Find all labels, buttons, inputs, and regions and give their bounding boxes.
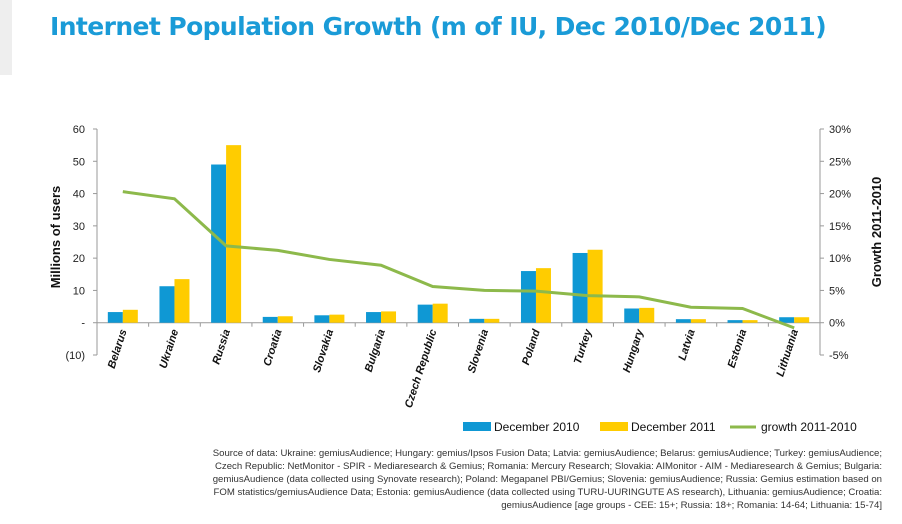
bar-croatia-2011 [277,316,293,323]
category-label: Latvia [677,328,698,362]
bar-estonia-2011 [742,320,758,323]
page-title: Internet Population Growth (m of IU, Dec… [50,12,827,41]
side-strip [0,0,12,75]
bar-latvia-2011 [690,319,706,323]
y2-tick-label: 30% [829,124,851,136]
y-tick-label: 60 [73,124,85,136]
bar-czech-republic-2010 [417,304,433,323]
category-label: Poland [520,328,543,367]
category-label: Hungary [621,327,646,374]
y2-tick-label: -5% [829,350,849,362]
bar-lithuania-2011 [794,317,810,323]
category-label: Slovenia [466,328,491,375]
y2-tick-label: 25% [829,156,851,168]
bar-slovenia-2011 [484,318,500,323]
bar-croatia-2010 [262,316,278,323]
y2-tick-label: 15% [829,221,851,233]
bar-turkey-2011 [587,249,603,323]
legend-label: December 2010 [494,420,580,434]
y-tick-label: (10) [65,350,85,362]
legend-label: growth 2011-2010 [761,420,857,434]
bar-bulgaria-2010 [366,312,382,323]
bar-russia-2010 [211,164,227,323]
bar-estonia-2010 [727,320,743,323]
bar-ukraine-2011 [174,279,190,323]
bar-slovenia-2010 [469,318,485,323]
legend-swatch [463,422,491,431]
category-label: Russia [210,328,233,366]
bar-belarus-2010 [107,312,123,323]
legend-swatch [600,422,628,431]
bar-poland-2010 [520,271,536,323]
y-tick-label: 40 [73,189,85,201]
y-tick-label: 30 [73,221,85,233]
category-label: Slovakia [311,328,336,374]
y-tick-label: - [81,318,85,330]
bar-hungary-2010 [624,308,640,323]
source-note: Source of data: Ukraine: gemiusAudience;… [212,448,882,511]
y-tick-label: 10 [73,285,85,297]
y2-tick-label: 10% [829,253,851,265]
category-label: Turkey [572,327,595,366]
category-label: Croatia [261,328,284,368]
bar-slovakia-2010 [314,315,330,323]
category-label: Bulgaria [363,328,388,374]
bar-lithuania-2010 [779,317,795,323]
bar-turkey-2010 [572,252,588,323]
bar-belarus-2011 [122,309,138,323]
bar-latvia-2010 [675,319,691,323]
bar-hungary-2011 [639,307,655,323]
y-tick-label: 50 [73,156,85,168]
bar-czech-republic-2011 [432,303,448,323]
growth-line [122,190,795,330]
y-tick-label: 20 [73,253,85,265]
y2-tick-label: 0% [829,318,845,330]
y2-axis-title: Growth 2011-2010 [869,177,884,288]
category-label: Lithuania [775,328,802,378]
category-label: Estonia [726,328,750,369]
bar-poland-2011 [535,268,551,323]
category-label: Belarus [106,328,130,370]
bar-ukraine-2010 [159,286,175,323]
legend-label: December 2011 [631,420,716,434]
bar-bulgaria-2011 [381,311,397,323]
bar-slovakia-2011 [329,314,345,323]
y-axis-title: Millions of users [48,186,63,289]
category-label: Ukraine [157,328,181,370]
y2-tick-label: 5% [829,285,845,297]
bar-russia-2011 [226,145,242,323]
y2-tick-label: 20% [829,189,851,201]
category-label: Czech Republic [403,328,440,410]
